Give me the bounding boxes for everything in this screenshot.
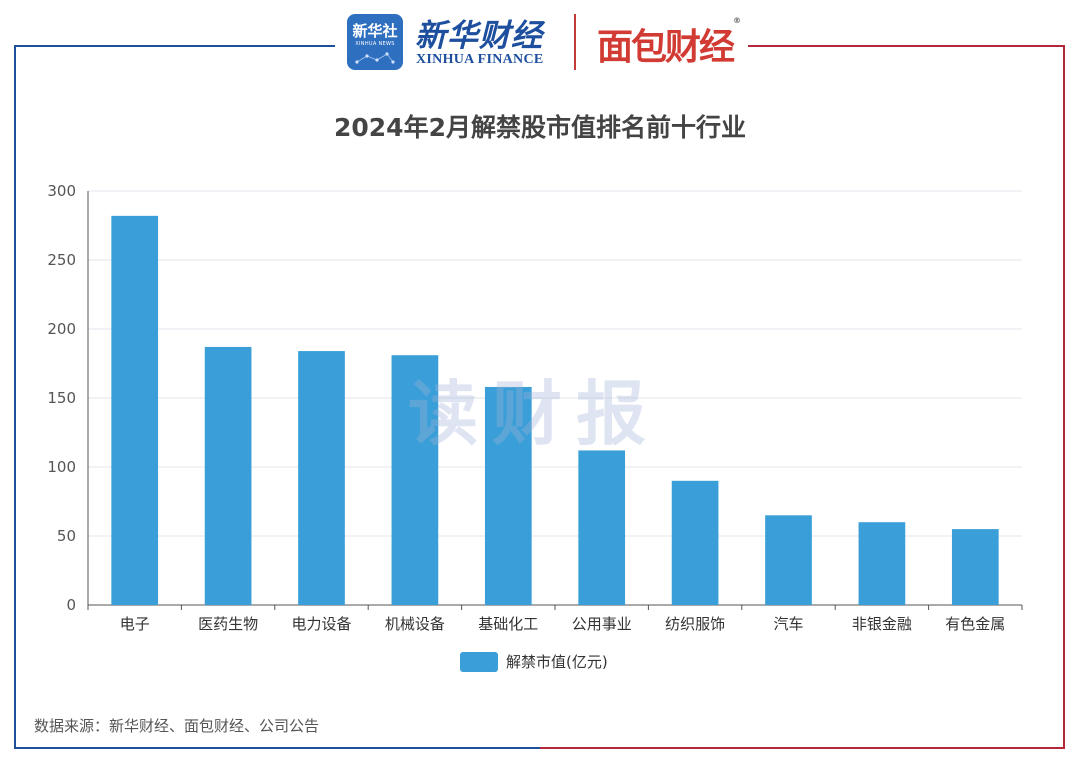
- y-tick-label: 50: [57, 527, 76, 545]
- x-tick-label: 医药生物: [198, 615, 258, 633]
- logo-badge-text: 新华社: [352, 22, 398, 40]
- frame-left-border: [14, 45, 540, 749]
- xinhua-finance-brand-en: XINHUA FINANCE: [416, 52, 544, 67]
- bar-5[interactable]: [484, 386, 532, 605]
- y-tick-label: 100: [47, 458, 76, 476]
- network-dots-icon: [355, 52, 395, 64]
- brand-divider: [574, 14, 576, 70]
- bar-9[interactable]: [858, 522, 906, 605]
- x-tick-label: 有色金属: [945, 615, 1005, 633]
- bar-10[interactable]: [951, 529, 999, 605]
- legend-label: 解禁市值(亿元): [506, 653, 608, 671]
- bar-2[interactable]: [204, 346, 252, 605]
- x-tick-label: 电力设备: [291, 615, 351, 633]
- bar-6[interactable]: [578, 450, 626, 605]
- y-tick-label: 0: [66, 596, 76, 614]
- x-tick-label: 非银金融: [852, 615, 912, 633]
- registered-mark: ®: [733, 16, 741, 25]
- y-tick-label: 300: [47, 182, 76, 200]
- y-tick-label: 250: [47, 251, 76, 269]
- y-tick-label: 200: [47, 320, 76, 338]
- mianbao-finance-text: 面包财经: [597, 27, 735, 68]
- logo-badge-subtext: XINHUA NEWS: [355, 41, 395, 47]
- x-tick-label: 基础化工: [478, 615, 538, 633]
- data-source-note: 数据来源：新华财经、面包财经、公司公告: [34, 717, 320, 735]
- x-tick-label: 机械设备: [385, 615, 445, 633]
- mianbao-finance-logo: 面包财经 ®: [597, 16, 741, 70]
- bar-3[interactable]: [298, 351, 345, 605]
- x-tick-label: 纺织服饰: [665, 615, 725, 633]
- bar-8[interactable]: [765, 515, 812, 605]
- bar-4[interactable]: [391, 355, 439, 605]
- xinhua-news-logo: 新华社 XINHUA NEWS: [347, 14, 403, 70]
- y-tick-label: 150: [47, 389, 76, 407]
- legend-swatch: [460, 651, 498, 672]
- bar-1[interactable]: [111, 215, 159, 605]
- xinhua-finance-brand-cn: 新华财经: [415, 18, 543, 54]
- chart-title: 2024年2月解禁股市值排名前十行业: [334, 113, 746, 142]
- bar-7[interactable]: [671, 480, 719, 605]
- x-tick-label: 电子: [120, 615, 150, 633]
- x-tick-label: 公用事业: [572, 615, 632, 633]
- chart-legend[interactable]: 解禁市值(亿元): [460, 651, 608, 672]
- x-tick-label: 汽车: [773, 615, 803, 633]
- frame-right-border: [540, 45, 1065, 749]
